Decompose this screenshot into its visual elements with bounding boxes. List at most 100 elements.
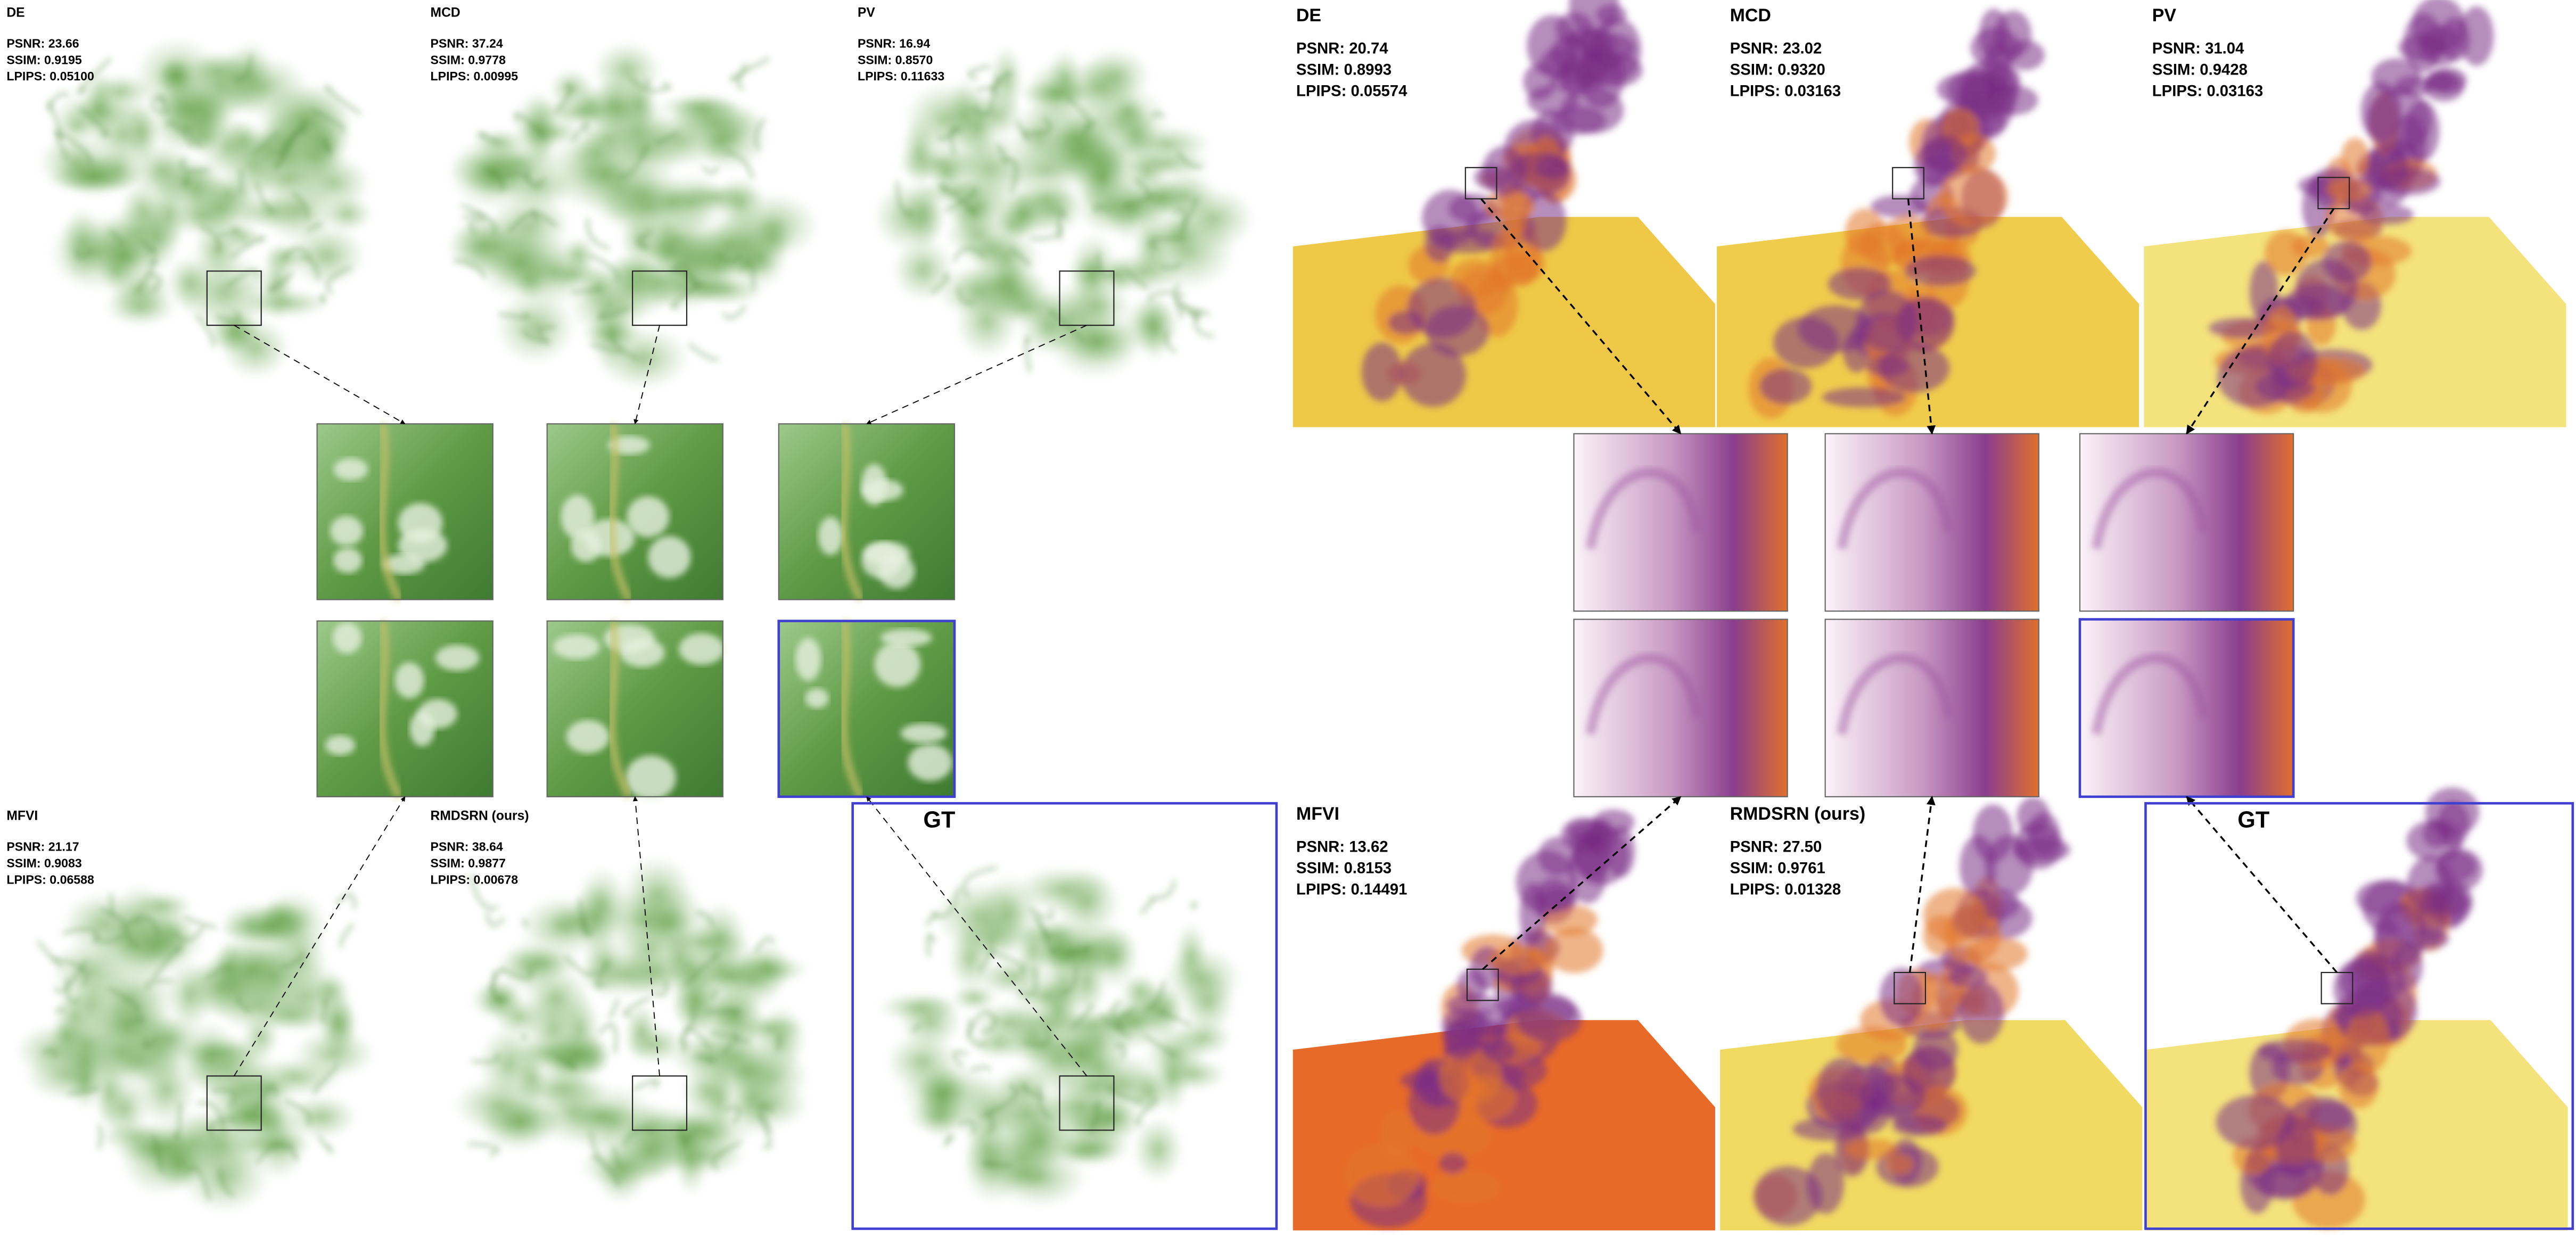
filament — [1135, 1097, 1159, 1126]
filament — [681, 1040, 689, 1053]
filament — [571, 287, 604, 294]
metric: SSIM: 0.9195 — [6, 53, 82, 67]
plume-blob — [1425, 305, 1489, 357]
zoom-inset — [1574, 619, 1788, 797]
metric: SSIM: 0.9877 — [431, 856, 506, 870]
inset-void — [566, 720, 610, 754]
plume-blob — [1592, 809, 1635, 835]
inset-swirl — [1837, 653, 1954, 736]
plume-blob — [1344, 1143, 1419, 1207]
filament — [597, 306, 631, 320]
cloud-blob — [588, 293, 634, 372]
filament — [230, 235, 265, 259]
inset-filament — [839, 423, 865, 602]
plume-blob — [1895, 296, 1955, 350]
inset-filament — [377, 620, 403, 799]
plume-blob — [1443, 1019, 1479, 1060]
filament — [460, 204, 497, 236]
inset-void — [398, 529, 448, 563]
metric: LPIPS: 0.06588 — [6, 872, 94, 886]
plume-blob — [1939, 166, 2009, 228]
plume-blob — [2285, 284, 2348, 320]
filament — [133, 916, 160, 936]
filament — [184, 916, 217, 929]
plume — [1754, 797, 2071, 1226]
filament — [1122, 195, 1151, 207]
inset-swirl — [1837, 467, 1954, 550]
filament — [1001, 159, 1018, 194]
plume-blob — [1450, 259, 1502, 298]
filament — [209, 1118, 237, 1137]
plume-blob — [1879, 968, 1924, 1026]
filament — [617, 144, 649, 178]
filament — [1066, 96, 1090, 125]
plume-blob — [1538, 837, 1578, 876]
inset-void — [435, 645, 480, 671]
filament — [469, 218, 485, 235]
filament — [1069, 946, 1091, 954]
plume-blob — [2306, 1101, 2352, 1134]
filament — [952, 247, 985, 262]
inset-swirl — [2091, 467, 2208, 550]
filament — [1022, 1027, 1051, 1045]
filament — [737, 63, 748, 90]
filament — [236, 997, 251, 1013]
filament — [1177, 151, 1203, 169]
zoom-inset — [1825, 433, 2039, 612]
filament — [937, 127, 958, 141]
metric: PSNR: 38.64 — [431, 840, 503, 854]
filament — [970, 1066, 991, 1071]
filament — [1125, 270, 1149, 290]
cloud-blob — [1132, 1116, 1184, 1183]
inset-filament — [839, 620, 865, 799]
cloud-blob — [659, 173, 726, 233]
filament — [755, 117, 766, 151]
filament — [653, 980, 668, 997]
filament — [125, 918, 139, 950]
plume-blob — [1540, 48, 1578, 77]
filament — [1148, 291, 1173, 302]
filament — [1015, 120, 1030, 141]
filament — [108, 987, 140, 1012]
filament — [705, 1009, 740, 1017]
filament — [590, 1131, 602, 1163]
filament — [37, 940, 63, 967]
filament — [1151, 880, 1175, 900]
filament — [48, 92, 70, 106]
filament — [1090, 1101, 1100, 1134]
filament — [152, 1135, 163, 1173]
metric: PSNR: 37.24 — [431, 37, 503, 51]
cloud-blob — [546, 1031, 611, 1078]
filament — [598, 1023, 618, 1054]
zoom-inset — [1825, 619, 2039, 797]
cloud-blob — [38, 132, 115, 192]
metric: LPIPS: 0.00678 — [431, 872, 519, 886]
metric: SSIM: 0.9428 — [2152, 61, 2248, 79]
filament — [646, 82, 671, 93]
filament — [253, 130, 279, 155]
plume-blob — [1578, 46, 1625, 109]
plume-blob — [1400, 1070, 1452, 1091]
filament — [324, 85, 361, 116]
metric: SSIM: 0.9778 — [431, 53, 506, 67]
filament — [41, 1049, 57, 1058]
plume — [1344, 809, 1635, 1228]
volume-render — [1720, 797, 2143, 1231]
filament — [471, 1052, 499, 1063]
cloud-blob — [597, 888, 687, 951]
filament — [1009, 247, 1031, 266]
filament — [986, 950, 1026, 974]
filament — [683, 1027, 711, 1049]
inset-void — [648, 536, 691, 579]
inset-void — [795, 638, 821, 681]
zoom-arrow — [866, 796, 1088, 1077]
plume-blob — [1959, 835, 1996, 898]
inset-void — [878, 554, 915, 589]
metric: LPIPS: 0.14491 — [1296, 880, 1407, 898]
inset-void — [908, 744, 952, 781]
filament — [709, 1030, 740, 1039]
filament — [521, 918, 528, 928]
filament — [299, 257, 320, 280]
metric: LPIPS: 0.00995 — [431, 69, 519, 83]
filament — [521, 329, 552, 344]
